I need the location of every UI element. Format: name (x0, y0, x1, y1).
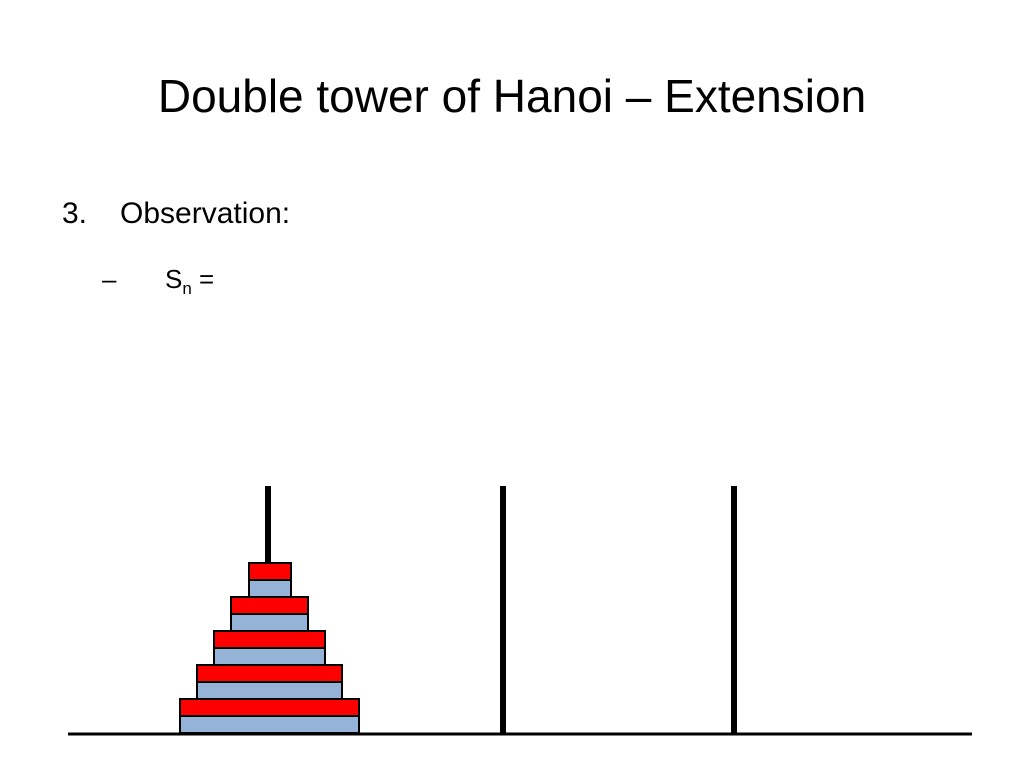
disk (248, 562, 292, 581)
disk (196, 664, 343, 683)
disk (230, 613, 309, 632)
sub-base: S (165, 264, 183, 294)
disk (248, 579, 292, 598)
disk (179, 715, 360, 734)
sub-item: Sn = (165, 262, 214, 306)
disk (213, 630, 326, 649)
list-text: Observation: (120, 197, 291, 230)
list-number: 3. (62, 197, 88, 230)
disk (196, 681, 343, 700)
disk (213, 647, 326, 666)
sub-bullet: – (102, 264, 117, 294)
peg (731, 486, 737, 734)
disk (230, 596, 309, 615)
sub-subscript: n (182, 279, 192, 298)
peg (500, 486, 506, 734)
disk (179, 698, 360, 717)
slide-title: Double tower of Hanoi – Extension (157, 70, 867, 122)
sub-rest: = (199, 264, 215, 294)
